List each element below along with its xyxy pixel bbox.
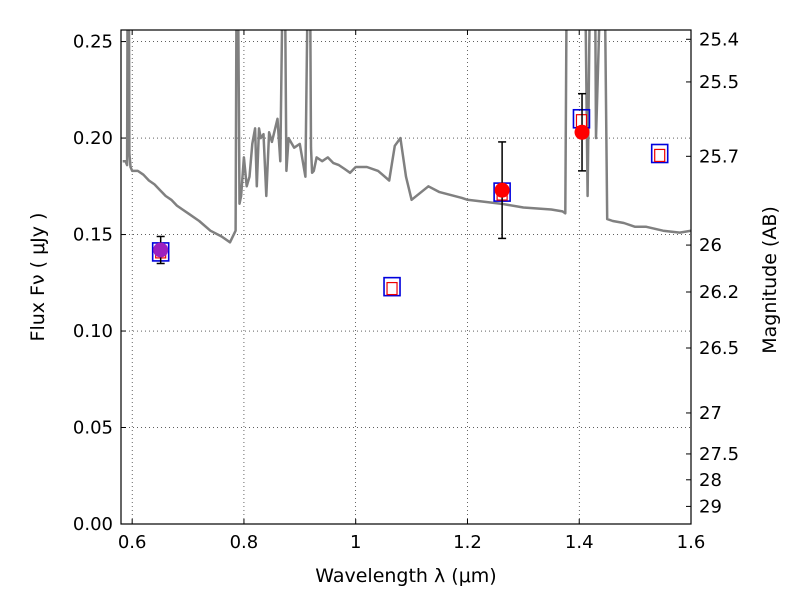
mag-tick-label: 29 — [699, 496, 722, 517]
x-tick-label: 1 — [350, 532, 361, 553]
observed-point — [574, 124, 590, 140]
x-tick-label: 1.4 — [565, 532, 594, 553]
model-spectrum-line — [122, 30, 691, 244]
x-tick-label: 0.6 — [118, 532, 147, 553]
observed-point — [494, 182, 510, 198]
mag-tick-label: 28 — [699, 470, 722, 491]
y-tick-label: 0.15 — [73, 225, 113, 246]
mag-tick-label: 27 — [699, 403, 722, 424]
mag-tick-label: 27.5 — [699, 444, 739, 465]
mag-tick-label: 26 — [699, 235, 722, 256]
plot-frame — [120, 29, 692, 525]
data-points-layer — [151, 92, 669, 297]
y-axis-title: Flux Fν ( μJy ) — [27, 213, 49, 342]
mag-tick-label: 25.7 — [699, 146, 739, 167]
y-axis-right-title: Magnitude (AB) — [759, 206, 781, 354]
y-tick-label: 0.05 — [73, 418, 113, 439]
y-axis-right: 25.4 25.5 25.7 26 26.2 26.5 27 27.5 28 29 — [686, 29, 739, 517]
model-square-marker — [650, 143, 669, 164]
x-axis-title: Wavelength λ (μm) — [315, 565, 496, 587]
gridlines — [121, 30, 691, 524]
y-tick-label: 0.10 — [73, 321, 113, 342]
mag-tick-label: 25.5 — [699, 72, 739, 93]
y-axis-left: 0.00 0.05 0.10 0.15 0.20 0.25 — [73, 32, 126, 535]
x-tick-label: 1.2 — [453, 532, 482, 553]
y-tick-label: 0.20 — [73, 128, 113, 149]
y-tick-label: 0.25 — [73, 32, 113, 53]
x-tick-label: 0.8 — [230, 532, 259, 553]
mag-tick-label: 26.5 — [699, 338, 739, 359]
model-inner-square-marker — [654, 148, 666, 163]
mag-tick-label: 25.4 — [699, 29, 739, 50]
x-tick-label: 1.6 — [677, 532, 706, 553]
model-spectrum-layer — [122, 30, 691, 244]
model-inner-square-marker — [386, 281, 398, 296]
model-square-marker — [383, 276, 401, 297]
mag-tick-label: 26.2 — [699, 282, 739, 303]
x-axis: 0.6 0.8 1 1.2 1.4 1.6 — [118, 30, 705, 553]
observed-point — [153, 242, 169, 258]
y-tick-label: 0.00 — [73, 514, 113, 535]
